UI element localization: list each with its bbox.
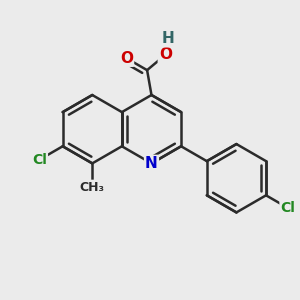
Text: Cl: Cl	[32, 153, 47, 167]
Text: O: O	[159, 47, 172, 62]
Text: CH₃: CH₃	[80, 181, 105, 194]
Text: H: H	[162, 31, 175, 46]
Text: Cl: Cl	[280, 201, 295, 215]
Text: N: N	[145, 156, 158, 171]
Text: O: O	[120, 51, 133, 66]
